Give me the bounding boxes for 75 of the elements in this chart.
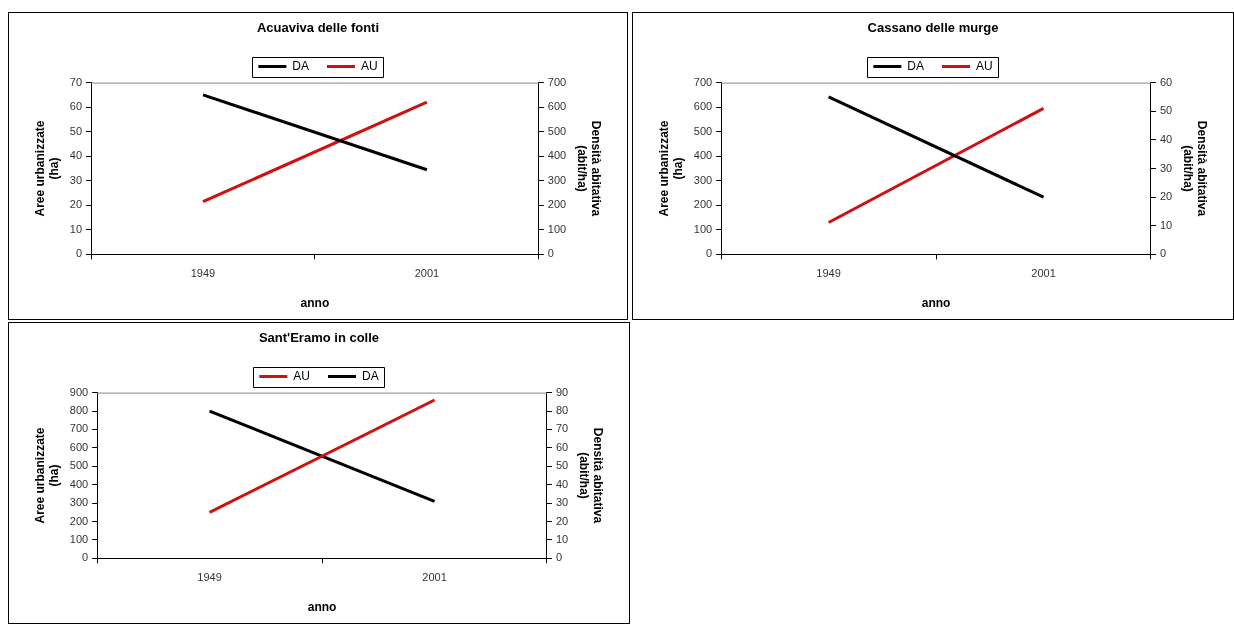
y2-tick-label: 80 <box>555 404 569 417</box>
y-tick-label: 70 <box>69 75 83 88</box>
y-tick-label: 0 <box>75 247 83 260</box>
y2-tick-label: 600 <box>547 100 567 113</box>
chart-title: Sant'Eramo in colle <box>258 330 380 346</box>
y-axis-title: Aree urbanizzate (ha) <box>32 120 61 217</box>
y-tick-label: 700 <box>69 422 89 435</box>
y2-tick-label: 60 <box>1159 75 1173 88</box>
chart-title: Cassano delle murge <box>867 20 999 36</box>
x-tick-label: 2001 <box>414 267 440 280</box>
y-tick-label: 0 <box>706 247 713 260</box>
chart-title: Acuaviva delle fonti <box>256 20 380 36</box>
legend-label: AU <box>361 58 378 73</box>
y-tick-label: 50 <box>69 124 83 137</box>
x-tick-label: 1949 <box>190 267 216 280</box>
y2-tick-label: 40 <box>555 477 569 490</box>
y2-tick-label: 100 <box>547 222 567 235</box>
y-tick-label: 100 <box>69 533 89 546</box>
y-tick-label: 900 <box>69 385 89 398</box>
y2-tick-label: 60 <box>555 440 569 453</box>
y-tick-label: 600 <box>693 100 713 113</box>
y2-axis-title: Densità abitativa (abit/ha) <box>1181 120 1210 217</box>
x-tick-label: 1949 <box>816 267 841 280</box>
y-tick-label: 0 <box>82 551 89 564</box>
y2-tick-label: 30 <box>1159 161 1173 174</box>
x-axis-title: anno <box>300 296 330 311</box>
y2-axis-title: Densità abitativa (abit/ha) <box>575 120 604 217</box>
y2-tick-label: 20 <box>555 514 569 527</box>
y-axis-title: Aree urbanizzate (ha) <box>32 427 61 524</box>
y-tick-label: 10 <box>69 222 83 235</box>
y2-tick-label: 10 <box>555 533 569 546</box>
y-tick-label: 800 <box>69 404 89 417</box>
y2-tick-label: 200 <box>547 198 567 211</box>
legend-label: DA <box>362 368 379 383</box>
y-tick-label: 100 <box>693 222 713 235</box>
x-tick-label: 2001 <box>422 571 447 584</box>
y2-tick-label: 300 <box>547 173 567 186</box>
y2-axis-title: Densità abitativa (abit/ha) <box>577 427 606 524</box>
y-tick-label: 200 <box>69 514 89 527</box>
y-tick-label: 700 <box>693 75 713 88</box>
y-axis-title: Aree urbanizzate (ha) <box>656 120 685 217</box>
legend-label: DA <box>907 58 924 73</box>
y-tick-label: 500 <box>69 459 89 472</box>
y2-tick-label: 400 <box>547 149 567 162</box>
x-axis-title: anno <box>307 600 337 615</box>
x-tick-label: 2001 <box>1031 267 1056 280</box>
y2-tick-label: 30 <box>555 496 569 509</box>
y-tick-label: 20 <box>69 198 83 211</box>
y-tick-label: 500 <box>693 124 713 137</box>
y2-tick-label: 70 <box>555 422 569 435</box>
y2-tick-label: 0 <box>1159 247 1167 260</box>
y2-tick-label: 0 <box>547 247 554 260</box>
y-tick-label: 60 <box>69 100 83 113</box>
y-tick-label: 300 <box>69 496 89 509</box>
x-axis-title: anno <box>921 296 951 311</box>
y-tick-label: 40 <box>69 149 83 162</box>
y2-tick-label: 500 <box>547 124 567 137</box>
y2-tick-label: 90 <box>555 385 569 398</box>
y2-tick-label: 0 <box>555 551 563 564</box>
legend-label: AU <box>293 368 310 383</box>
y2-tick-label: 50 <box>555 459 569 472</box>
y-tick-label: 200 <box>693 198 713 211</box>
y-tick-label: 30 <box>69 173 83 186</box>
y2-tick-label: 10 <box>1159 218 1173 231</box>
y-tick-label: 600 <box>69 440 89 453</box>
y-tick-label: 400 <box>693 149 713 162</box>
legend-label: DA <box>292 58 309 73</box>
legend-label: AU <box>976 58 993 73</box>
y-tick-label: 400 <box>69 477 89 490</box>
x-tick-label: 1949 <box>197 571 222 584</box>
y2-tick-label: 40 <box>1159 132 1173 145</box>
y-tick-label: 300 <box>693 173 713 186</box>
y2-tick-label: 700 <box>547 75 567 88</box>
y2-tick-label: 50 <box>1159 104 1173 117</box>
y2-tick-label: 20 <box>1159 190 1173 203</box>
